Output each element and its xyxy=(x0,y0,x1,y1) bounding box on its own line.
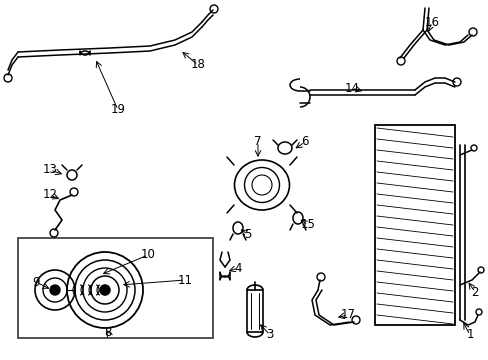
Text: 10: 10 xyxy=(140,248,155,261)
Text: 7: 7 xyxy=(254,135,261,148)
Text: 16: 16 xyxy=(424,15,439,28)
Text: 17: 17 xyxy=(340,309,355,321)
Text: 5: 5 xyxy=(244,228,251,240)
Text: 19: 19 xyxy=(110,104,125,117)
Text: 13: 13 xyxy=(42,163,57,176)
Text: 2: 2 xyxy=(470,285,478,298)
Text: 12: 12 xyxy=(42,189,58,202)
Text: 6: 6 xyxy=(301,135,308,148)
Text: 8: 8 xyxy=(104,327,111,339)
Text: 3: 3 xyxy=(266,328,273,342)
Text: 11: 11 xyxy=(177,274,192,287)
Circle shape xyxy=(100,285,110,295)
Bar xyxy=(246,290,263,332)
Text: 14: 14 xyxy=(344,81,359,94)
Text: 4: 4 xyxy=(234,261,241,274)
Text: 1: 1 xyxy=(465,328,473,342)
Text: 9: 9 xyxy=(32,275,40,288)
Bar xyxy=(374,125,454,325)
Circle shape xyxy=(50,285,60,295)
Text: 15: 15 xyxy=(300,219,315,231)
Text: 18: 18 xyxy=(190,58,205,72)
Bar xyxy=(18,238,213,338)
